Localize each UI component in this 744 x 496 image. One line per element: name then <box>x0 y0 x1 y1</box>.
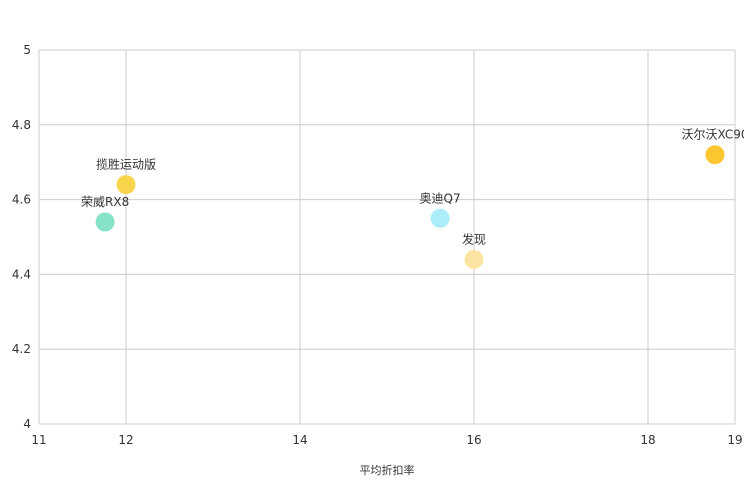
data-label: 奥迪Q7 <box>420 191 461 205</box>
y-tick-label: 4.4 <box>12 267 31 281</box>
y-tick-label: 5 <box>23 43 31 57</box>
y-tick-label: 4.8 <box>12 118 31 132</box>
data-label: 荣威RX8 <box>81 195 129 209</box>
y-tick-label: 4.2 <box>12 342 31 356</box>
data-point <box>116 175 136 195</box>
x-tick-label: 14 <box>292 433 307 447</box>
data-label: 发现 <box>462 231 486 246</box>
data-point <box>430 208 450 228</box>
grid <box>38 49 736 425</box>
x-tick-label: 16 <box>466 433 481 447</box>
data-label: 揽胜运动版 <box>96 157 156 172</box>
y-tick-label: 4 <box>23 417 31 431</box>
data-label: 沃尔沃XC90 <box>681 127 744 142</box>
y-tick-label: 4.6 <box>12 193 31 207</box>
x-tick-label: 19 <box>727 433 742 447</box>
data-point <box>95 212 115 232</box>
x-axis-title: 平均折扣率 <box>360 463 415 477</box>
x-tick-label: 18 <box>640 433 655 447</box>
x-tick-label: 12 <box>118 433 133 447</box>
tick-labels: 11 12 14 16 18 19 4 4.2 4.4 4.6 4.8 5 <box>12 43 743 447</box>
x-tick-label: 11 <box>31 433 46 447</box>
data-point <box>705 145 725 165</box>
data-point <box>464 249 484 269</box>
